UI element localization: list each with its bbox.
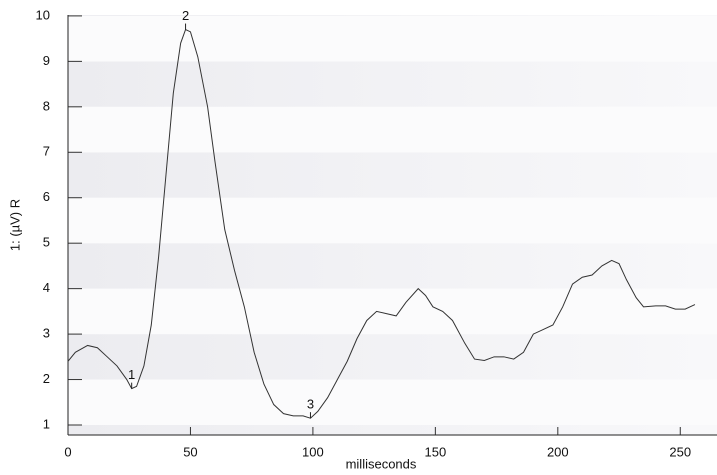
background-band	[68, 288, 717, 335]
y-tick-label: 6	[43, 189, 50, 204]
y-tick-label: 10	[36, 7, 50, 22]
background-band	[68, 15, 717, 62]
annotation-label: 2	[182, 8, 189, 23]
data-line	[67, 28, 696, 419]
y-tick-label: 2	[43, 371, 50, 386]
y-tick-label: 3	[43, 326, 50, 341]
background-band	[68, 334, 717, 380]
x-tick-label: 150	[425, 444, 447, 459]
background-band	[68, 379, 717, 425]
background-band	[68, 106, 717, 153]
background-band	[68, 61, 717, 107]
x-tick-label: 250	[669, 444, 691, 459]
y-tick-label: 8	[43, 98, 50, 113]
y-tick-label: 9	[43, 53, 50, 68]
background-band	[68, 425, 717, 435]
annotation-label: 3	[307, 397, 314, 412]
x-tick-label: 100	[302, 444, 324, 459]
y-tick-label: 4	[43, 280, 50, 295]
x-axis-label: milliseconds	[346, 456, 417, 471]
x-tick-label: 200	[547, 444, 569, 459]
x-tick-label: 50	[183, 444, 197, 459]
background-band	[68, 197, 717, 244]
annotation-label: 1	[128, 367, 135, 382]
y-tick-label: 5	[43, 235, 50, 250]
background-band	[68, 15, 717, 16]
y-tick-label: 7	[43, 144, 50, 159]
background-band	[68, 243, 717, 289]
background-band	[68, 152, 717, 198]
y-axis-label: 1: (µV) R	[7, 199, 22, 251]
x-tick-label: 0	[64, 444, 71, 459]
y-tick-label: 1	[43, 416, 50, 431]
